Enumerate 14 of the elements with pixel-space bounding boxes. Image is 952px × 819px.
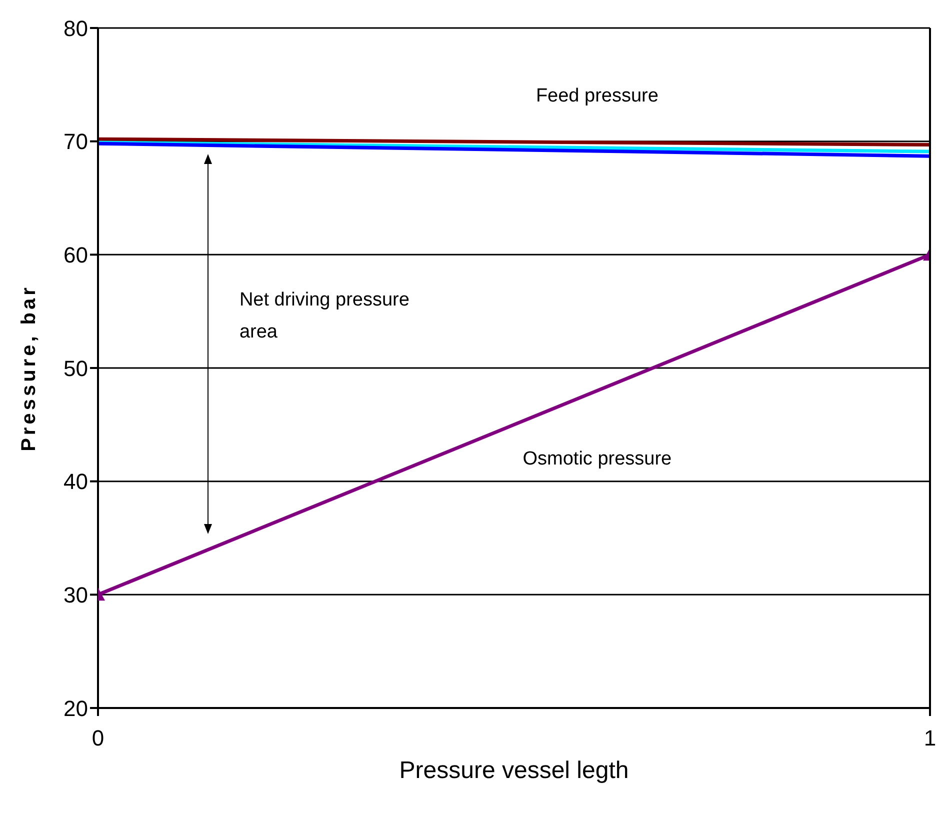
x-tick-label: 1 <box>924 726 936 751</box>
y-axis-title: Pressure, bar <box>18 284 40 452</box>
y-tick-label: 30 <box>64 582 88 608</box>
x-tick-label: 0 <box>92 726 104 751</box>
y-tick-label: 50 <box>64 356 88 381</box>
y-tick-label: 20 <box>64 696 88 721</box>
x-axis-title: Pressure vessel legth <box>399 757 629 784</box>
y-tick-label: 40 <box>64 469 88 494</box>
annotation: Feed pressure <box>536 86 658 107</box>
y-tick-label: 60 <box>64 242 88 268</box>
y-tick-label: 80 <box>64 16 88 41</box>
annotation: Net driving pressure area <box>239 290 410 343</box>
annotation: Osmotic pressure <box>522 448 672 470</box>
y-tick-label: 70 <box>64 129 88 154</box>
